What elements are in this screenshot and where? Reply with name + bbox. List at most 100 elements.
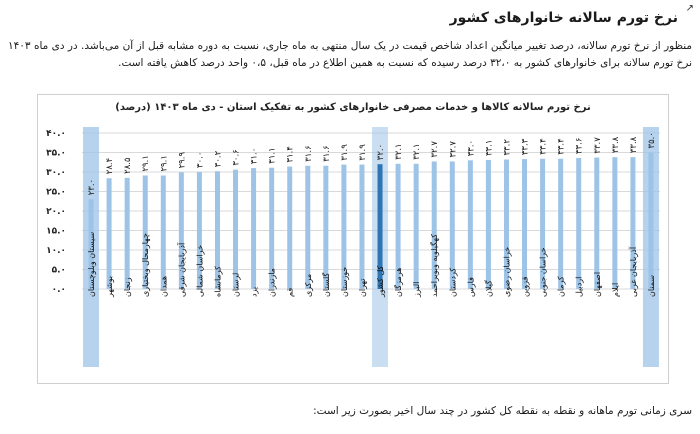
data-label: ۳۳.۲ <box>502 139 512 156</box>
category-label: کهگیلویه وبویراحمد <box>429 234 439 297</box>
data-label: ۳۵.۰ <box>647 132 657 148</box>
bar <box>269 167 275 289</box>
data-label: ۳۳.۴ <box>557 138 567 154</box>
category-label: خراسان رضوی <box>502 247 511 297</box>
y-tick-label: ۳۰.۰ <box>46 168 66 178</box>
bar <box>648 152 654 289</box>
bar <box>612 157 618 289</box>
data-label: ۳۱.۴ <box>286 146 296 162</box>
bar-chart: نرخ تورم سالانه کالاها و خدمات مصرفی خان… <box>46 102 660 367</box>
data-label: ۳۲.۱ <box>394 143 404 159</box>
bar <box>359 164 365 289</box>
category-label: اصفهان <box>593 272 602 297</box>
bar <box>431 161 437 289</box>
bar <box>124 177 130 289</box>
bar <box>323 165 329 289</box>
category-label: بوشهر <box>105 276 114 298</box>
data-label: ۳۰.۶ <box>232 149 242 165</box>
data-label: ۳۲.۷ <box>448 141 458 158</box>
section-marker-icon: ↗ <box>685 3 694 14</box>
category-label: کرمانشاه <box>213 266 222 297</box>
y-tick-label: ۲۰.۰ <box>46 207 66 217</box>
chart-title: نرخ تورم سالانه کالاها و خدمات مصرفی خان… <box>115 102 590 113</box>
section-heading: نرخ تورم سالانه خانوارهای کشور <box>449 10 678 26</box>
category-label: خوزستان <box>340 267 349 297</box>
bar <box>233 169 239 289</box>
category-label: گلستان <box>321 272 331 297</box>
bar <box>449 161 455 289</box>
bar <box>522 159 528 289</box>
category-label: سمنان <box>647 275 656 297</box>
bar <box>196 172 202 289</box>
data-label: ۲۹.۹ <box>177 152 187 169</box>
data-label: ۳۲.۱ <box>412 143 422 159</box>
data-label: ۳۳.۶ <box>575 138 585 154</box>
category-label: همدان <box>159 276 168 297</box>
category-label: کل کشور <box>376 265 385 298</box>
category-label: لرستان <box>232 273 241 297</box>
bar <box>287 166 293 289</box>
category-label: مازندران <box>268 268 277 297</box>
data-label: ۳۳.۷ <box>593 137 603 154</box>
y-tick-label: ۰.۰ <box>52 285 66 295</box>
data-label: ۳۳.۱ <box>484 140 494 156</box>
data-label: ۳۳.۰ <box>466 140 476 156</box>
bar <box>142 175 148 289</box>
data-label: ۳۱.۶ <box>322 145 332 161</box>
category-label: کردستان <box>448 268 457 297</box>
bottom-text: سری زمانی تورم ماهانه و نقطه به نقطه کل … <box>313 405 692 417</box>
category-label: سیستان وبلوچستان <box>87 232 96 298</box>
y-tick-label: ۱۰.۰ <box>46 246 66 256</box>
category-label: خراسان شمالی <box>195 245 204 297</box>
bar <box>576 157 582 289</box>
bar <box>395 163 401 289</box>
bar <box>467 160 473 289</box>
category-label: آذربایجان شرقی <box>176 242 186 297</box>
y-tick-label: ۳۵.۰ <box>46 149 66 159</box>
y-tick-label: ۲۵.۰ <box>46 188 66 198</box>
data-label: ۳۱.۱ <box>268 147 278 163</box>
category-label: زنجان <box>123 277 132 297</box>
bar <box>214 171 220 289</box>
data-label: ۳۳.۳ <box>521 138 531 155</box>
data-label: ۳۳.۴ <box>539 138 549 154</box>
category-label: یزد <box>250 287 259 297</box>
y-tick-label: ۵.۰ <box>52 266 66 276</box>
data-label: ۳۱.۰ <box>250 148 260 164</box>
chart-container: نرخ تورم سالانه کالاها و خدمات مصرفی خان… <box>37 94 669 384</box>
data-label: ۳۲.۰ <box>376 144 386 160</box>
category-label: چهارمحال وبختیاری <box>141 233 150 297</box>
bar <box>540 158 546 289</box>
data-label: ۳۱.۹ <box>340 144 350 161</box>
data-label: ۳۳.۸ <box>629 136 639 153</box>
data-label: ۳۰.۰ <box>195 152 205 168</box>
description-paragraph: منظور از نرخ تورم سالانه، درصد تغییر میا… <box>8 40 692 69</box>
data-label: ۲۳.۰ <box>87 179 97 195</box>
bar <box>558 158 564 289</box>
bar <box>341 164 347 289</box>
category-label: مرکزی <box>304 274 313 297</box>
category-label: قزوین <box>521 276 530 297</box>
category-label: گیلان <box>483 280 493 297</box>
data-label: ۳۰.۲ <box>213 150 223 167</box>
category-label: قم <box>286 288 295 297</box>
category-label: خراسان جنوبی <box>539 247 548 297</box>
data-label: ۳۲.۷ <box>430 141 440 158</box>
bar <box>160 175 166 289</box>
data-label: ۲۹.۱ <box>159 155 169 171</box>
y-tick-label: ۴۰.۰ <box>46 129 66 139</box>
bar <box>251 168 257 289</box>
category-label: فارس <box>466 277 475 297</box>
bar <box>178 172 184 289</box>
data-label: ۲۸.۴ <box>105 158 115 174</box>
category-label: کرمان <box>557 276 566 297</box>
data-label: ۲۹.۱ <box>141 155 151 171</box>
bar <box>305 165 311 289</box>
category-label: اردبیل <box>575 277 584 297</box>
bar <box>88 199 94 289</box>
category-label: هرمزگان <box>393 268 403 297</box>
bar <box>594 157 600 289</box>
bar <box>377 164 383 289</box>
category-label: تهران <box>358 279 367 297</box>
y-tick-label: ۱۵.۰ <box>46 227 66 237</box>
